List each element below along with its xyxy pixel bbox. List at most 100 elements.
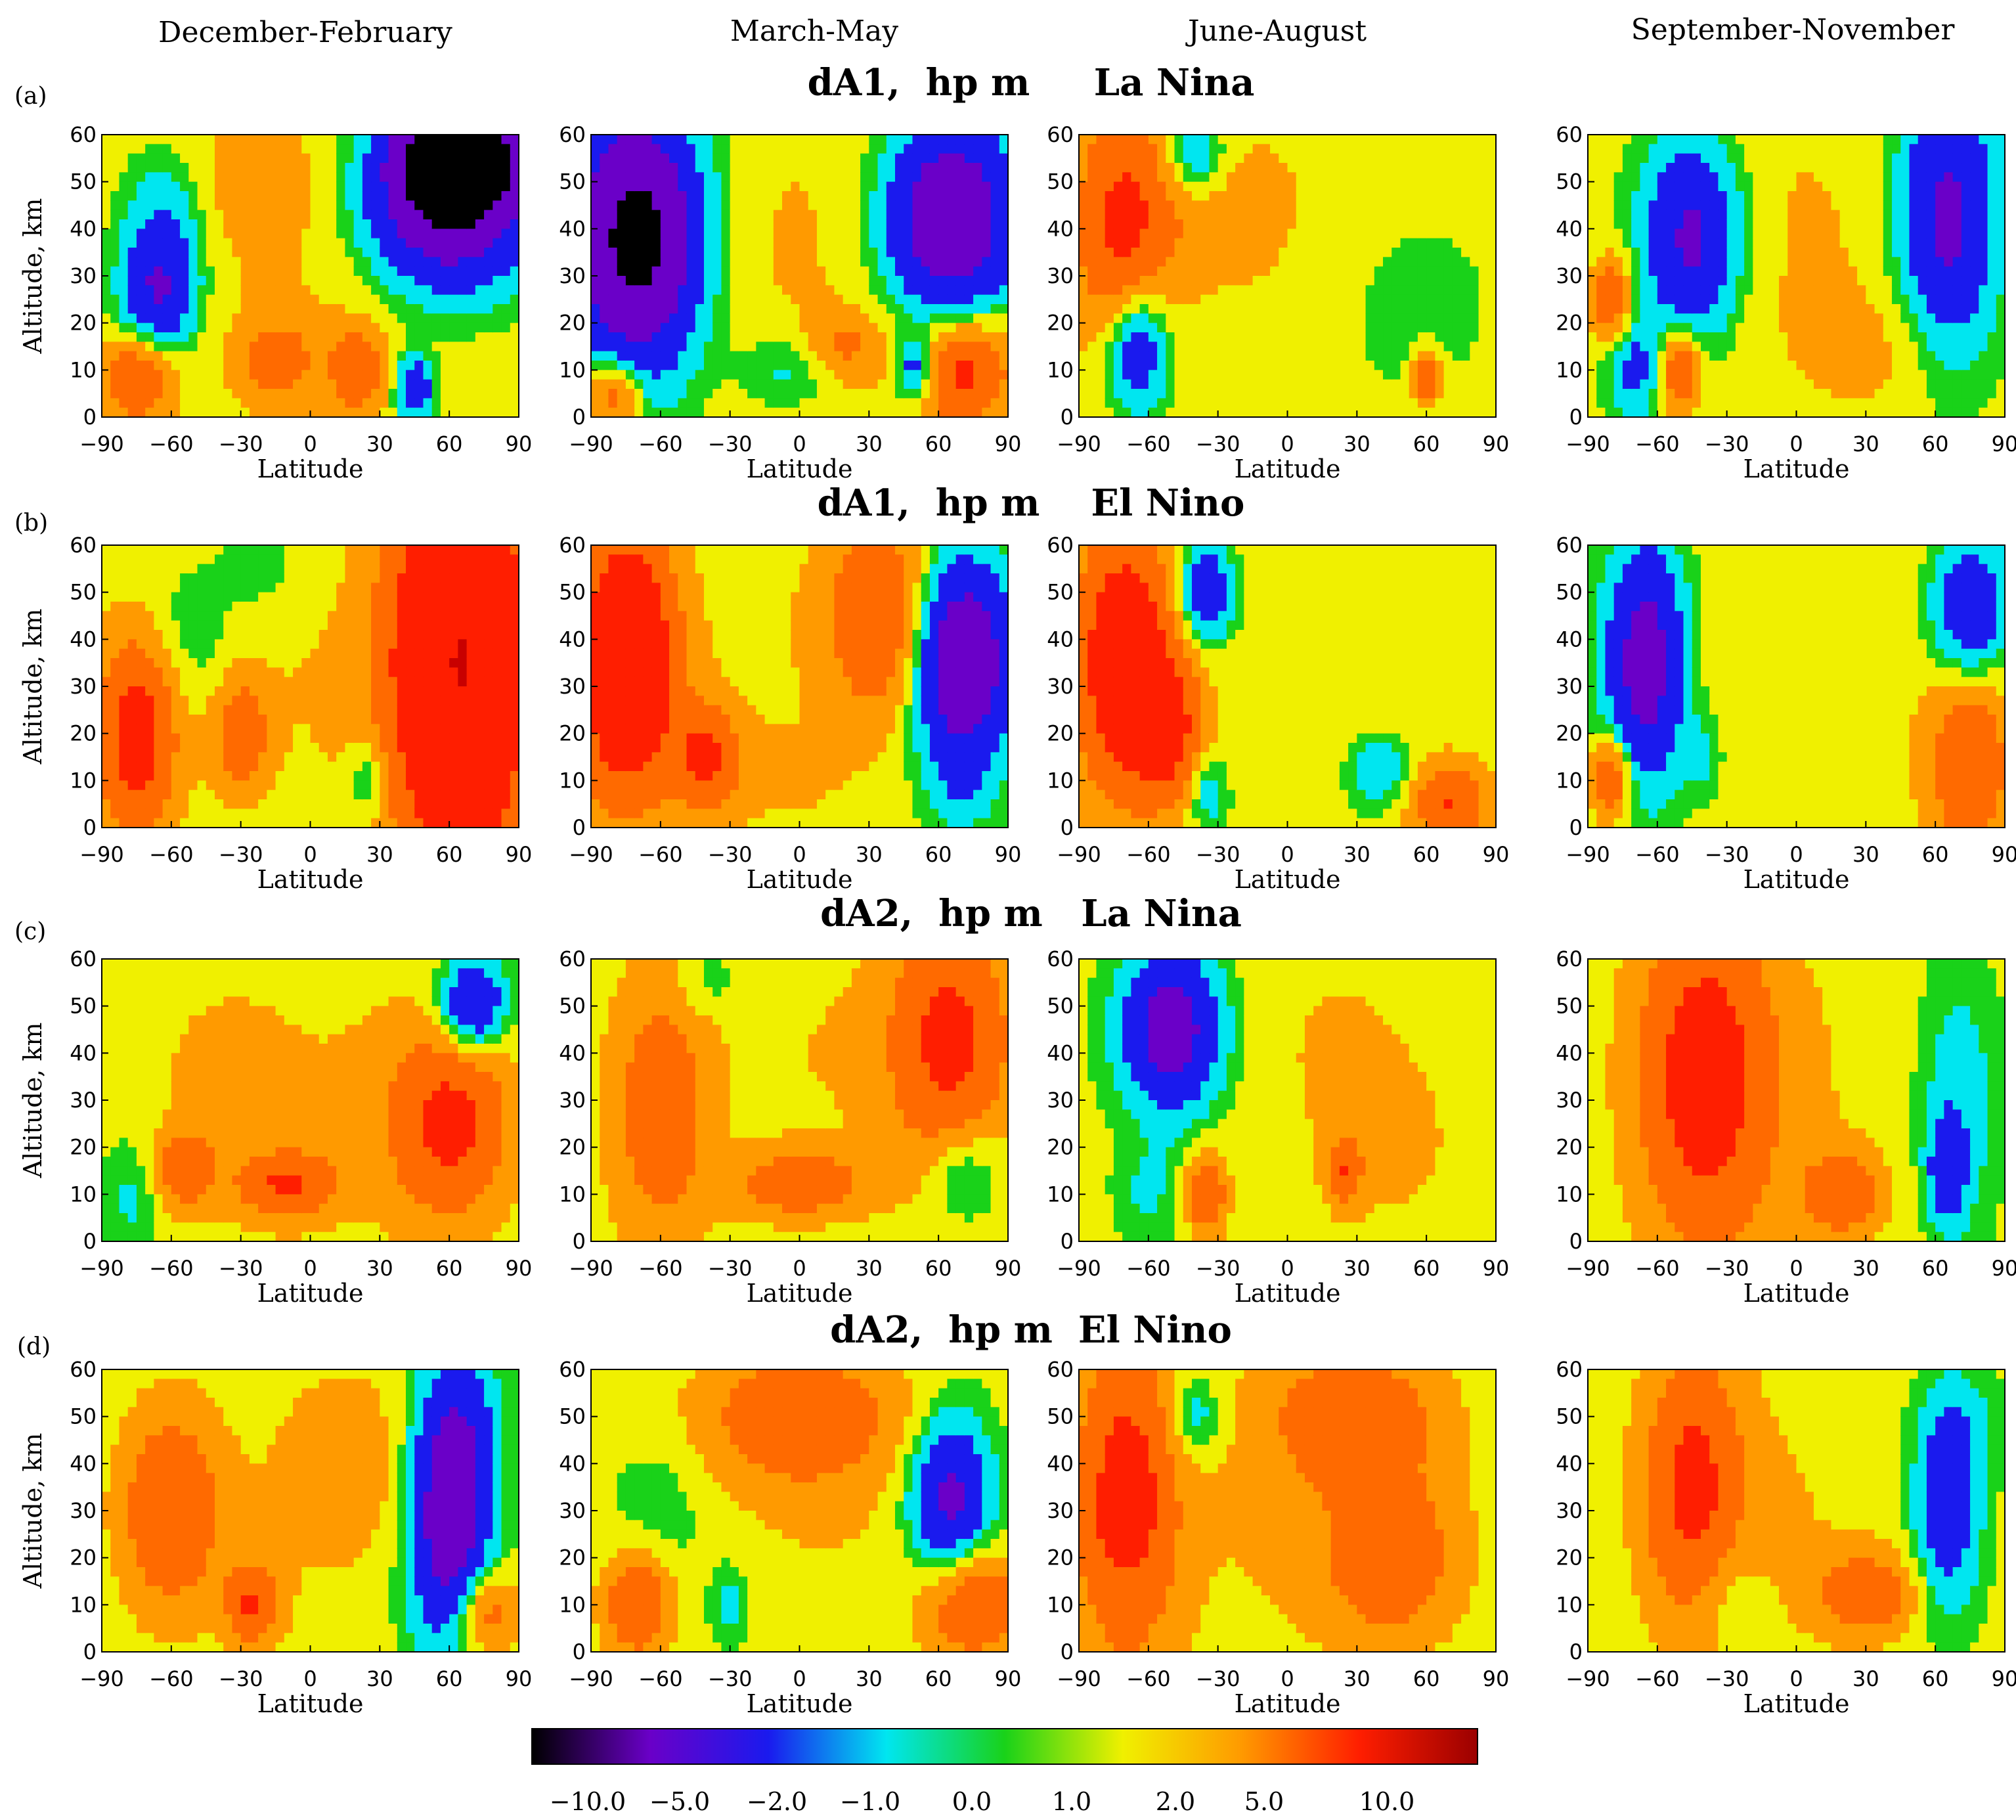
field-cell: [617, 238, 626, 248]
field-cell: [163, 163, 172, 173]
field-cell: [311, 210, 320, 220]
field-cell: [110, 323, 120, 333]
field-cell: [319, 248, 328, 257]
field-cell: [475, 276, 485, 286]
field-cell: [414, 248, 424, 257]
field-cell: [406, 200, 415, 210]
field-cell: [232, 351, 241, 361]
field-cell: [250, 295, 259, 305]
field-cell: [145, 408, 154, 418]
field-cell: [102, 380, 111, 389]
field-cell: [510, 238, 519, 248]
field-cell: [414, 361, 424, 370]
field-cell: [449, 380, 458, 389]
field-cell: [484, 163, 493, 173]
field-cell: [475, 313, 485, 323]
field-cell: [171, 323, 181, 333]
row-title-a: dA1, hp m La Nina: [808, 61, 1255, 104]
field-cell: [608, 229, 617, 238]
field-cell: [284, 200, 294, 210]
field-cell: [171, 276, 181, 286]
field-cell: [591, 229, 600, 238]
field-cell: [119, 361, 128, 370]
field-cell: [215, 182, 224, 192]
field-cell: [145, 238, 154, 248]
field-cell: [276, 191, 285, 201]
field-cell: [180, 370, 189, 380]
field-cell: [484, 361, 493, 370]
field-cell: [467, 238, 476, 248]
field-cell: [608, 332, 617, 342]
field-cell: [643, 163, 652, 173]
field-cell: [319, 238, 328, 248]
field-cell: [493, 295, 502, 305]
field-cell: [336, 238, 345, 248]
field-cell: [626, 229, 635, 238]
field-cell: [284, 398, 294, 408]
field-cell: [458, 238, 467, 248]
field-cell: [232, 332, 241, 342]
field-cell: [258, 182, 267, 192]
field-cell: [258, 144, 267, 154]
field-cell: [362, 154, 372, 164]
x-tick-label: 0: [303, 432, 317, 456]
field-cell: [198, 200, 207, 210]
field-cell: [137, 210, 146, 220]
field-cell: [608, 191, 617, 201]
field-cell: [458, 361, 467, 370]
field-cell: [345, 313, 354, 323]
field-cell: [301, 163, 311, 173]
field-cell: [163, 154, 172, 164]
field-cell: [293, 210, 302, 220]
field-cell: [241, 398, 250, 408]
field-cell: [163, 210, 172, 220]
field-cell: [102, 304, 111, 314]
field-cell: [276, 135, 285, 144]
field-cell: [380, 182, 389, 192]
field-cell: [502, 380, 511, 389]
field-cell: [250, 323, 259, 333]
field-cell: [345, 210, 354, 220]
field-cell: [397, 210, 406, 220]
field-cell: [643, 257, 652, 267]
field-cell: [250, 257, 259, 267]
field-cell: [608, 267, 617, 277]
field-cell: [389, 361, 398, 370]
field-cell: [163, 248, 172, 257]
field-cell: [502, 238, 511, 248]
field-cell: [475, 408, 485, 418]
field-cell: [198, 389, 207, 399]
field-cell: [232, 172, 241, 182]
field-cell: [102, 361, 111, 370]
field-cell: [145, 351, 154, 361]
field-cell: [502, 323, 511, 333]
field-cell: [362, 342, 372, 351]
x-tick-label: 30: [366, 432, 393, 456]
field-cell: [319, 172, 328, 182]
field-cell: [215, 304, 224, 314]
field-cell: [389, 323, 398, 333]
field-cell: [493, 332, 502, 342]
field-cell: [180, 398, 189, 408]
field-cell: [371, 229, 380, 238]
field-cell: [145, 342, 154, 351]
field-cell: [389, 380, 398, 389]
field-cell: [293, 191, 302, 201]
field-cell: [301, 200, 311, 210]
field-cell: [362, 248, 372, 257]
field-cell: [319, 285, 328, 295]
field-cell: [643, 248, 652, 257]
field-cell: [336, 154, 345, 164]
field-cell: [328, 332, 337, 342]
field-cell: [510, 361, 519, 370]
field-cell: [467, 285, 476, 295]
field-cell: [267, 172, 276, 182]
field-cell: [163, 267, 172, 277]
field-cell: [276, 380, 285, 389]
field-cell: [267, 332, 276, 342]
field-cell: [241, 210, 250, 220]
field-cell: [591, 342, 600, 351]
field-cell: [284, 351, 294, 361]
field-cell: [449, 257, 458, 267]
field-cell: [371, 304, 380, 314]
